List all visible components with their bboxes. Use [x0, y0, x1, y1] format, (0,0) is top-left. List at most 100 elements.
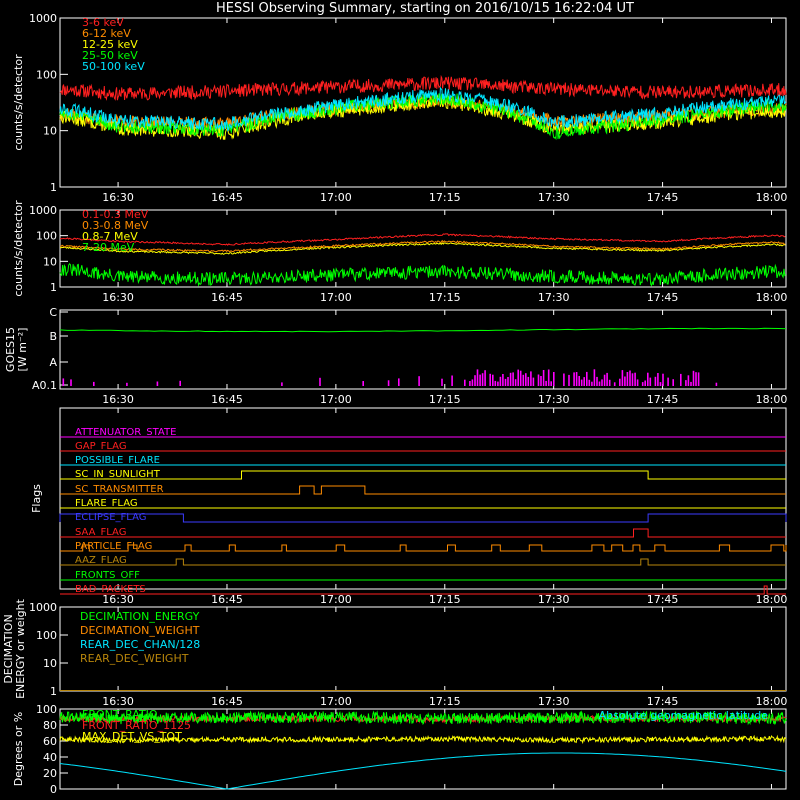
flags-frame	[59, 407, 787, 590]
flags-label-particle-flag: PARTICLE_FLAG	[75, 541, 152, 552]
goes-short-bar	[583, 377, 585, 386]
goes-short-bar	[514, 379, 517, 386]
ratio-ytick-label: 0	[50, 783, 57, 796]
energy-low-ytick-label: 1000	[29, 12, 57, 25]
decimation-xtick-label: 17:15	[429, 695, 461, 708]
energy-low-ylabel: counts/s/detector	[12, 54, 25, 151]
flags-series-eclipse-flag	[59, 513, 787, 523]
ratio-ytick-label: 60	[43, 735, 57, 748]
goes-short-bar	[657, 373, 659, 386]
energy-low-ytick-label: 1	[50, 181, 57, 194]
goes-short-bar	[451, 375, 453, 386]
energy-high-legend-0-3-0-8-mev: 0.3-0.8 MeV	[82, 219, 149, 232]
goes-short-bar	[596, 376, 598, 386]
flags-xtick-label: 16:45	[211, 593, 243, 606]
ratio-ytick-label: 20	[43, 767, 57, 780]
goes-short-bar	[507, 377, 509, 386]
ratio-legend-front-ratio-1125: FRONT_RATIO_1125	[82, 719, 191, 732]
ratio-ytick-label: 80	[43, 719, 57, 732]
flags-xtick-label: 18:00	[756, 593, 788, 606]
goes-short-bar	[418, 376, 420, 386]
goes-short-bar	[545, 380, 547, 386]
goes-series-long-channel	[59, 327, 787, 333]
flags-label-bad-packets: BAD_PACKETS	[75, 584, 146, 595]
goes-short-bar	[509, 372, 512, 386]
energy-high-legend-0-1-0-3-mev: 0.1-0.3 MeV	[82, 208, 149, 221]
energy-high-ytick-label: 100	[36, 230, 57, 243]
energy-high-xtick-label: 18:00	[756, 291, 788, 304]
flags-label-possible-flare: POSSIBLE_FLARE	[75, 455, 160, 466]
goes-short-bar	[530, 371, 532, 386]
flags-series-sc-in-sunlight	[60, 470, 786, 480]
energy-high-legend-7-20-mev: 7-20 MeV	[82, 241, 135, 254]
flags-series-sc-transmitter	[60, 485, 786, 495]
flags-xtick-label: 17:00	[320, 593, 352, 606]
ratio-legend-max-det-vs-tot: MAX_DET_VS_TOT	[82, 730, 182, 743]
energy-low-legend-25-50-kev: 25-50 keV	[82, 49, 138, 62]
decimation-legend-decimation-weight: DECIMATION_WEIGHT	[80, 624, 200, 637]
goes-short-bar	[715, 382, 718, 386]
energy-high-xtick-label: 17:45	[647, 291, 679, 304]
goes-short-bar	[464, 379, 466, 386]
goes-short-bar	[281, 382, 283, 386]
goes-short-bar	[685, 380, 687, 386]
goes-short-bar	[603, 374, 606, 386]
energy-low-xtick-label: 18:00	[756, 191, 788, 204]
goes-short-bar	[179, 380, 181, 386]
decimation-ytick-label: 1	[50, 685, 57, 698]
goes-short-bar	[525, 373, 527, 386]
ratio-legend-absolute-geomagnetic-latitude: Absolute geomagnetic latitude	[599, 709, 769, 722]
ratio-series-absolute-geomagnetic-latitude	[59, 752, 787, 790]
energy-high-series-0-1-0-3-mev	[59, 233, 786, 246]
energy-high-series-0-3-0-8-mev	[60, 239, 786, 253]
flags-label-sc-transmitter: SC_TRANSMITTER	[75, 484, 164, 495]
goes-short-bar	[647, 372, 649, 386]
goes-xtick-label: 18:00	[756, 393, 788, 406]
goes-short-bar	[484, 370, 486, 386]
goes-short-bar	[608, 379, 611, 386]
goes-short-bar	[476, 369, 479, 386]
energy-low-frame	[59, 17, 787, 188]
flags-series-particle-flag	[60, 544, 787, 552]
goes-short-bar	[575, 372, 578, 386]
goes-xtick-label: 16:45	[211, 393, 243, 406]
decimation-ylabel: DECIMATION	[2, 614, 15, 683]
energy-high-series-0-8-7-mev	[59, 242, 786, 255]
energy-high-ytick-label: 1000	[29, 204, 57, 217]
decimation-xtick-label: 16:30	[102, 695, 134, 708]
goes-short-bar	[542, 370, 545, 386]
flags-xtick-label: 17:15	[429, 593, 461, 606]
energy-low-series-25-50-kev	[59, 92, 787, 141]
goes-xtick-label: 17:45	[647, 393, 679, 406]
goes-series-short-channel	[62, 369, 718, 386]
goes-short-bar	[649, 377, 652, 386]
decimation-ytick-label: 1000	[29, 601, 57, 614]
flags-label-eclipse-flag: ECLIPSE_FLAG	[75, 512, 146, 523]
flags-label-sc-in-sunlight: SC_IN_SUNLIGHT	[75, 469, 161, 480]
flags-label-attenuator-state: ATTENUATOR_STATE	[75, 427, 176, 438]
panels: 16:30 16:45 17:00 17:15 17:30 17:45 18:00 1 1 0 10…	[2, 12, 787, 796]
goes-short-bar	[156, 381, 159, 386]
goes-short-bar	[547, 369, 550, 386]
goes-short-bar	[469, 381, 471, 386]
goes-xtick-label: 16:30	[102, 393, 134, 406]
flags-label-gap-flag: GAP_FLAG	[75, 441, 127, 452]
goes-short-bar	[641, 382, 644, 386]
goes-xtick-label: 17:30	[538, 393, 570, 406]
ratio-legend-front-ratio: FRONT_RATIO	[82, 708, 158, 721]
goes-ylabel: [W m⁻²]	[16, 328, 29, 372]
goes-ytick-label: C	[49, 306, 57, 319]
energy-low-xtick-label: 17:15	[429, 191, 461, 204]
goes-short-bar	[667, 377, 669, 386]
energy-high-series-7-20-mev	[59, 262, 787, 287]
goes-xtick-label: 17:15	[429, 393, 461, 406]
goes-short-bar	[319, 377, 321, 386]
goes-short-bar	[499, 376, 502, 386]
goes-short-bar	[474, 375, 476, 386]
goes-short-bar	[519, 370, 522, 386]
goes-short-bar	[387, 380, 390, 386]
goes-short-bar	[687, 375, 690, 386]
goes-short-bar	[489, 373, 491, 386]
goes-short-bar	[502, 374, 504, 386]
goes-short-bar	[695, 372, 697, 386]
